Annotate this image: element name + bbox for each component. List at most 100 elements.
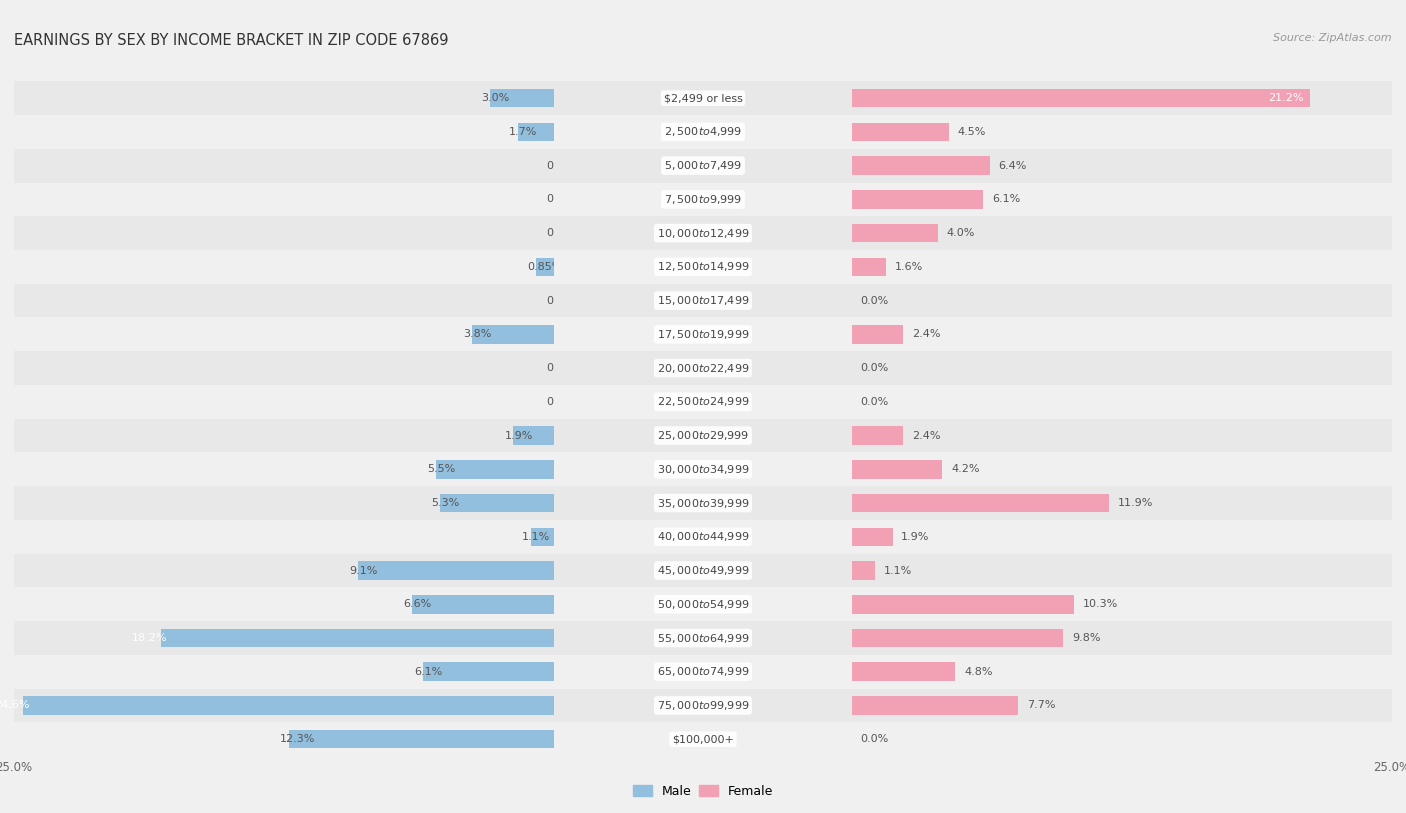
Bar xyxy=(311,149,1392,183)
Text: $75,000 to $99,999: $75,000 to $99,999 xyxy=(657,699,749,712)
Text: 4.0%: 4.0% xyxy=(946,228,976,238)
Text: $10,000 to $12,499: $10,000 to $12,499 xyxy=(657,227,749,240)
Bar xyxy=(14,385,1095,419)
Text: 24.6%: 24.6% xyxy=(0,701,30,711)
Bar xyxy=(14,554,1095,587)
Text: $17,500 to $19,999: $17,500 to $19,999 xyxy=(657,328,749,341)
Text: 0.0%: 0.0% xyxy=(546,363,574,373)
Text: 4.2%: 4.2% xyxy=(950,464,980,474)
Bar xyxy=(554,250,852,284)
Bar xyxy=(14,723,1095,756)
Text: 6.6%: 6.6% xyxy=(404,599,432,609)
Bar xyxy=(14,419,1095,452)
Bar xyxy=(14,587,1095,621)
Bar xyxy=(311,351,1392,385)
Text: 0.0%: 0.0% xyxy=(546,161,574,171)
Bar xyxy=(554,689,852,723)
Bar xyxy=(530,528,554,546)
Bar xyxy=(311,655,1392,689)
Text: $5,000 to $7,499: $5,000 to $7,499 xyxy=(664,159,742,172)
Text: EARNINGS BY SEX BY INCOME BRACKET IN ZIP CODE 67869: EARNINGS BY SEX BY INCOME BRACKET IN ZIP… xyxy=(14,33,449,47)
Text: $100,000+: $100,000+ xyxy=(672,734,734,744)
Bar xyxy=(14,216,1095,250)
Bar xyxy=(311,520,1392,554)
Text: $20,000 to $22,499: $20,000 to $22,499 xyxy=(657,362,749,375)
Bar xyxy=(311,723,1392,756)
Text: 1.1%: 1.1% xyxy=(884,566,912,576)
Bar xyxy=(536,258,554,276)
Bar xyxy=(852,123,949,141)
Bar xyxy=(311,284,1392,317)
Bar xyxy=(440,493,554,512)
Bar xyxy=(311,486,1392,520)
Bar xyxy=(288,730,554,749)
Bar xyxy=(852,528,893,546)
Bar xyxy=(14,452,1095,486)
Text: 7.7%: 7.7% xyxy=(1026,701,1054,711)
Text: $65,000 to $74,999: $65,000 to $74,999 xyxy=(657,665,749,678)
Bar xyxy=(852,224,938,242)
Text: 6.4%: 6.4% xyxy=(998,161,1026,171)
Bar xyxy=(311,554,1392,587)
Bar xyxy=(554,621,852,655)
Bar xyxy=(852,663,955,681)
Bar xyxy=(852,89,1310,107)
Bar xyxy=(554,486,852,520)
Text: 0.0%: 0.0% xyxy=(546,397,574,406)
Text: 21.2%: 21.2% xyxy=(1268,93,1303,103)
Text: 10.3%: 10.3% xyxy=(1083,599,1118,609)
Bar xyxy=(852,325,904,344)
Text: 1.9%: 1.9% xyxy=(901,532,929,541)
Text: 0.0%: 0.0% xyxy=(860,397,889,406)
Text: $12,500 to $14,999: $12,500 to $14,999 xyxy=(657,260,749,273)
Bar xyxy=(311,115,1392,149)
Bar xyxy=(412,595,554,614)
Text: 11.9%: 11.9% xyxy=(1118,498,1153,508)
Bar xyxy=(311,81,1392,115)
Text: $30,000 to $34,999: $30,000 to $34,999 xyxy=(657,463,749,476)
Bar xyxy=(14,182,1095,216)
Bar xyxy=(852,156,990,175)
Text: 0.0%: 0.0% xyxy=(546,296,574,306)
Bar xyxy=(14,115,1095,149)
Bar xyxy=(472,325,554,344)
Text: 1.7%: 1.7% xyxy=(509,127,537,137)
Bar xyxy=(14,149,1095,183)
Bar xyxy=(14,621,1095,655)
Bar xyxy=(554,723,852,756)
Text: 0.0%: 0.0% xyxy=(546,194,574,204)
Bar xyxy=(554,81,852,115)
Text: 9.1%: 9.1% xyxy=(349,566,377,576)
Text: 1.1%: 1.1% xyxy=(522,532,550,541)
Text: 0.0%: 0.0% xyxy=(860,363,889,373)
Bar xyxy=(513,426,554,445)
Text: $15,000 to $17,499: $15,000 to $17,499 xyxy=(657,294,749,307)
Text: $25,000 to $29,999: $25,000 to $29,999 xyxy=(657,429,749,442)
Text: 6.1%: 6.1% xyxy=(993,194,1021,204)
Text: 0.0%: 0.0% xyxy=(860,296,889,306)
Text: $50,000 to $54,999: $50,000 to $54,999 xyxy=(657,598,749,611)
Text: 18.2%: 18.2% xyxy=(132,633,167,643)
Bar xyxy=(14,81,1095,115)
Bar xyxy=(554,149,852,183)
Bar xyxy=(554,520,852,554)
Bar xyxy=(311,182,1392,216)
Text: 0.0%: 0.0% xyxy=(546,228,574,238)
Bar xyxy=(311,419,1392,452)
Bar xyxy=(436,460,554,479)
Bar xyxy=(489,89,554,107)
Bar xyxy=(14,520,1095,554)
Text: $2,499 or less: $2,499 or less xyxy=(664,93,742,103)
Bar xyxy=(852,595,1074,614)
Bar xyxy=(311,621,1392,655)
Bar xyxy=(14,655,1095,689)
Text: Source: ZipAtlas.com: Source: ZipAtlas.com xyxy=(1274,33,1392,42)
Bar xyxy=(311,250,1392,284)
Bar xyxy=(162,628,554,647)
Legend: Male, Female: Male, Female xyxy=(628,780,778,802)
Bar xyxy=(852,258,886,276)
Text: $45,000 to $49,999: $45,000 to $49,999 xyxy=(657,564,749,577)
Text: 2.4%: 2.4% xyxy=(912,431,941,441)
Text: 4.8%: 4.8% xyxy=(965,667,993,676)
Bar xyxy=(852,426,904,445)
